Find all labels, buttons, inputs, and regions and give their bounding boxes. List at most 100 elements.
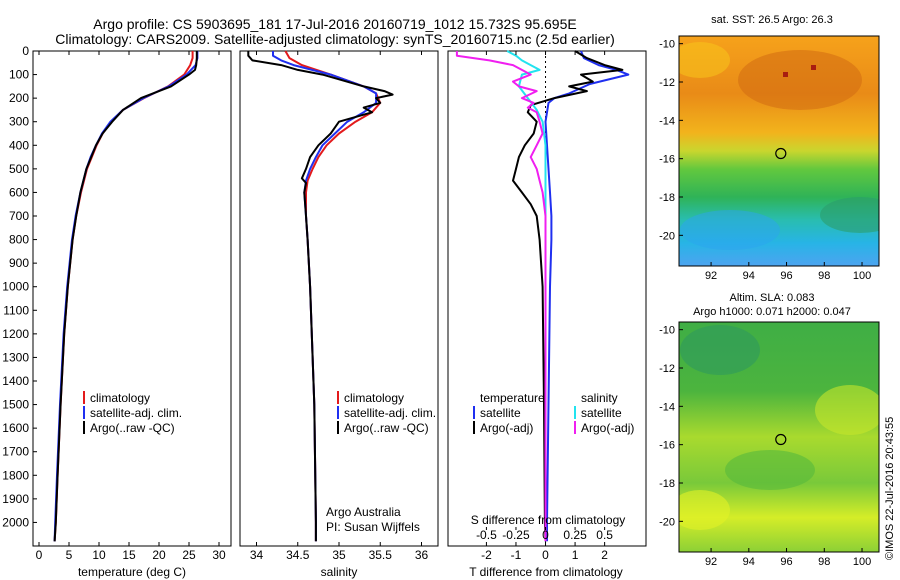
y-tick-label: 500	[9, 162, 29, 176]
sst-map-panel: sat. SST: 26.5 Argo: 26.3 92 94 96 98 100 -1…	[659, 14, 880, 282]
sst-longitude-ticks: 92 94 96 98 100	[705, 262, 871, 282]
latitude-tick-label: -14	[659, 115, 675, 127]
series-line-argo-raw-qc-	[53, 51, 198, 542]
legend-label-climatology: climatology	[344, 391, 404, 405]
longitude-tick-label: 92	[705, 556, 717, 568]
argo-position-marker	[775, 433, 787, 446]
sla-high-patch	[679, 490, 730, 530]
latitude-tick-label: -10	[659, 39, 675, 51]
s-tick-label: 0	[542, 528, 549, 542]
legend-label-satellite: satellite-adj. clim.	[90, 406, 182, 420]
y-tick-label: 0	[22, 44, 29, 58]
t-difference-x-axis-label: T difference from climatology	[469, 565, 623, 579]
x-tick-label: 20	[152, 548, 166, 562]
difference-legend-salinity: salinity satellite Argo(-adj)	[574, 391, 634, 435]
s-difference-axis-label: S difference from climatology	[471, 513, 626, 527]
sst-yellow-patch	[679, 42, 730, 78]
y-tick-label: 1000	[2, 280, 29, 294]
s-tick-label: 0.5	[596, 528, 613, 542]
x-tick-label: 1	[572, 548, 579, 562]
t-difference-x-ticks: -2 -1 0 1 2	[481, 51, 608, 562]
temperature-axes-frame	[32, 50, 232, 547]
x-tick-label: 30	[212, 548, 226, 562]
latitude-tick-label: -20	[659, 230, 675, 242]
s-difference-x-ticks: -0.5 -0.25 0 0.25 0.5	[476, 527, 613, 542]
longitude-tick-label: 94	[743, 556, 755, 568]
difference-legend-temperature: temperature satellite Argo(-adj)	[473, 391, 545, 435]
latitude-tick-label: -12	[659, 363, 675, 375]
longitude-tick-label: 94	[743, 270, 755, 282]
argo-position-marker	[775, 147, 787, 160]
y-tick-label: 200	[9, 91, 29, 105]
sst-latitude-ticks: -10 -12 -14 -16 -18 -20	[659, 39, 683, 242]
latitude-tick-label: -16	[659, 154, 675, 166]
longitude-tick-label: 96	[780, 270, 792, 282]
y-tick-label: 1700	[2, 445, 29, 459]
sla-high-patch	[815, 385, 879, 435]
x-tick-label: -1	[511, 548, 522, 562]
x-tick-label: 2	[601, 548, 608, 562]
salinity-x-ticks: 34 34.5 35 35.5 36	[250, 51, 428, 562]
sst-warm-patch	[738, 50, 862, 110]
sla-longitude-ticks: 92 94 96 98 100	[705, 548, 871, 568]
y-tick-label: 2000	[2, 515, 29, 529]
latitude-tick-label: -12	[659, 77, 675, 89]
figure-title-line1: Argo profile: CS 5903695_181 17-Jul-2016…	[93, 16, 576, 32]
imos-credit: ©IMOS 22-Jul-2016 20:43:55	[884, 416, 896, 560]
y-tick-label: 1400	[2, 374, 29, 388]
difference-panel: -2 -1 0 1 2 -0.5 -0.25 0 0.25 0.5 S difference f…	[447, 50, 647, 579]
temperature-series-group	[53, 51, 199, 542]
y-tick-label: 800	[9, 233, 29, 247]
x-tick-label: 34.5	[286, 548, 310, 562]
series-line-temperature-argo-adj-	[512, 50, 624, 542]
latitude-tick-label: -16	[659, 440, 675, 452]
series-line-argo-raw-qc-	[247, 51, 394, 542]
legend-label-argo: Argo(..raw -QC)	[90, 421, 175, 435]
salinity-series-group	[247, 50, 394, 542]
y-tick-label: 1100	[3, 303, 29, 317]
s-tick-label: -0.5	[476, 528, 497, 542]
longitude-tick-label: 100	[853, 556, 871, 568]
latitude-tick-label: -10	[659, 325, 675, 337]
sla-map-panel: Altim. SLA: 0.083 Argo h1000: 0.071 h200…	[659, 292, 880, 568]
legend-label-s-satellite: satellite	[581, 406, 622, 420]
legend-label-t-satellite: satellite	[480, 406, 521, 420]
sst-map-title: sat. SST: 26.5 Argo: 26.3	[711, 14, 833, 26]
difference-series-group	[455, 50, 630, 546]
x-tick-label: 15	[122, 548, 136, 562]
sla-low-patch	[680, 325, 760, 375]
sla-map-frame	[678, 321, 880, 553]
series-line-salinity-argo-adj-	[455, 51, 547, 542]
legend-label-satellite: satellite-adj. clim.	[344, 406, 436, 420]
longitude-tick-label: 100	[853, 270, 871, 282]
y-tick-label: 1600	[2, 421, 29, 435]
depth-y-ticks: 0 100 200 300 400 500 600 700 800 900 1000 1100 1200…	[2, 44, 37, 529]
latitude-tick-label: -20	[659, 516, 675, 528]
y-tick-label: 1200	[2, 327, 29, 341]
y-tick-label: 1300	[2, 350, 29, 364]
y-tick-label: 900	[9, 256, 29, 270]
x-tick-label: 35	[332, 548, 346, 562]
pi-annotation: PI: Susan Wijffels	[326, 520, 420, 534]
sla-mid-patch	[725, 450, 815, 490]
y-tick-label: 1800	[2, 468, 29, 482]
y-tick-label: 1500	[2, 398, 29, 412]
s-tick-label: -0.25	[502, 528, 530, 542]
y-tick-label: 100	[9, 68, 29, 82]
legend-label-argo: Argo(..raw -QC)	[344, 421, 429, 435]
x-tick-label: 10	[92, 548, 106, 562]
x-tick-label: 25	[182, 548, 196, 562]
temperature-x-axis-label: temperature (deg C)	[78, 565, 186, 579]
sst-blue-patch	[680, 210, 780, 250]
sla-map-title-line1: Altim. SLA: 0.083	[730, 292, 815, 304]
y-tick-label: 400	[9, 138, 29, 152]
salinity-x-axis-label: salinity	[321, 565, 358, 579]
legend-title-temperature: temperature	[480, 391, 545, 405]
legend-label-s-argo: Argo(-adj)	[581, 421, 634, 435]
latitude-tick-label: -18	[659, 478, 675, 490]
salinity-legend: climatology satellite-adj. clim. Argo(..…	[337, 391, 436, 435]
legend-label-t-argo: Argo(-adj)	[480, 421, 533, 435]
salinity-panel: 34 34.5 35 35.5 36 salinity climatology sate…	[239, 50, 439, 579]
longitude-tick-label: 98	[818, 556, 830, 568]
